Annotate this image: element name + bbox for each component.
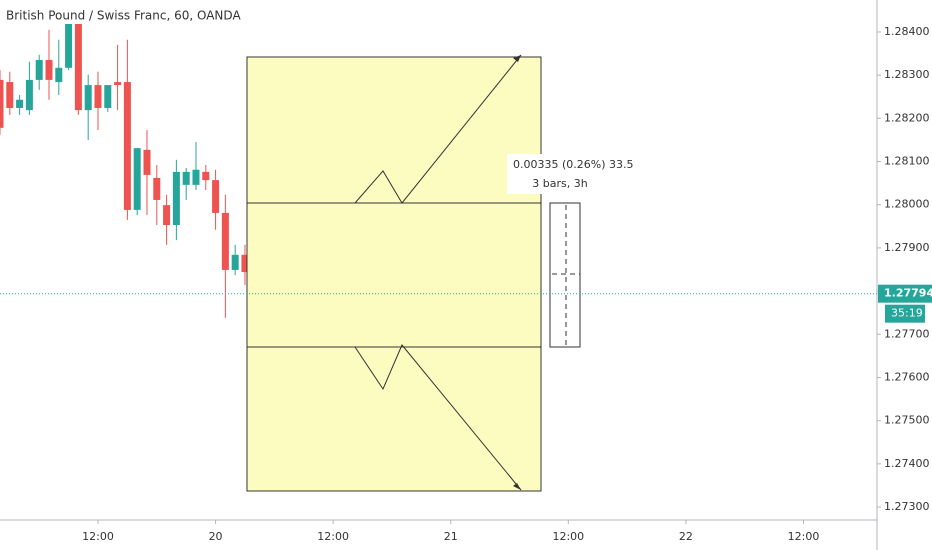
candle-body	[182, 171, 190, 185]
up-arrow-path	[354, 54, 522, 204]
y-tick-label: 1.28100	[884, 155, 930, 168]
y-tick-label: 1.28400	[884, 25, 930, 38]
candle-body	[0, 79, 4, 128]
candle-body	[65, 17, 73, 68]
candle-body	[25, 79, 33, 111]
candle-body	[172, 171, 180, 226]
y-tick-label: 1.27300	[884, 500, 930, 513]
x-tick-label: 21	[444, 530, 458, 543]
y-tick-label: 1.27400	[884, 457, 930, 470]
x-tick-label: 12:00	[317, 530, 349, 543]
x-tick-label: 12:00	[552, 530, 584, 543]
candle-body	[114, 82, 122, 86]
down-arrow-path	[354, 344, 522, 491]
y-tick-label: 1.28000	[884, 198, 930, 211]
y-tick-label: 1.27500	[884, 414, 930, 427]
x-tick-label: 12:00	[788, 530, 820, 543]
pattern-box	[246, 56, 542, 492]
measure-label: 0.00335 (0.26%) 33.5	[513, 158, 634, 171]
candle-body	[35, 60, 43, 80]
candle-body	[45, 60, 53, 80]
x-tick-label: 12:00	[82, 530, 114, 543]
candle-body	[192, 169, 200, 185]
measure-sublabel: 3 bars, 3h	[532, 177, 587, 190]
candle-body	[84, 85, 92, 111]
candle-body	[55, 67, 63, 83]
y-tick-label: 1.27700	[884, 327, 930, 340]
chart-title: British Pound / Swiss Franc, 60, OANDA	[6, 9, 241, 23]
candle-body	[231, 254, 239, 270]
candle-body	[212, 180, 220, 213]
arrow-head	[513, 55, 521, 62]
x-tick-label: 20	[209, 530, 223, 543]
candle-body	[153, 177, 161, 200]
candle-body	[6, 82, 14, 108]
title-bg	[0, 0, 230, 24]
countdown-tag	[885, 304, 925, 323]
candle-body	[16, 99, 24, 108]
measure-box	[549, 202, 581, 348]
candle-body	[202, 171, 210, 181]
candle-body	[143, 149, 151, 175]
y-tick-label: 1.27600	[884, 370, 930, 383]
candle-body	[94, 85, 102, 108]
y-tick-label: 1.27900	[884, 241, 930, 254]
countdown-label: 35:19	[891, 307, 923, 320]
x-tick-label: 22	[679, 530, 693, 543]
candle-body	[123, 82, 131, 210]
pattern-drawing: 0.00335 (0.26%) 33.5 3 bars, 3h	[246, 54, 634, 492]
y-tick-label: 1.28200	[884, 111, 930, 124]
arrow-head	[513, 483, 521, 490]
candle-body	[104, 85, 112, 108]
last-price-label: 1.27794	[884, 287, 932, 300]
measure-label-bg	[507, 154, 631, 194]
candle-body	[163, 205, 171, 226]
candle-body	[133, 148, 141, 210]
candle-body	[221, 212, 229, 270]
y-tick-label: 1.28300	[884, 68, 930, 81]
candle-body	[241, 254, 249, 273]
last-price-tag	[878, 284, 932, 303]
candle-body	[74, 19, 82, 111]
